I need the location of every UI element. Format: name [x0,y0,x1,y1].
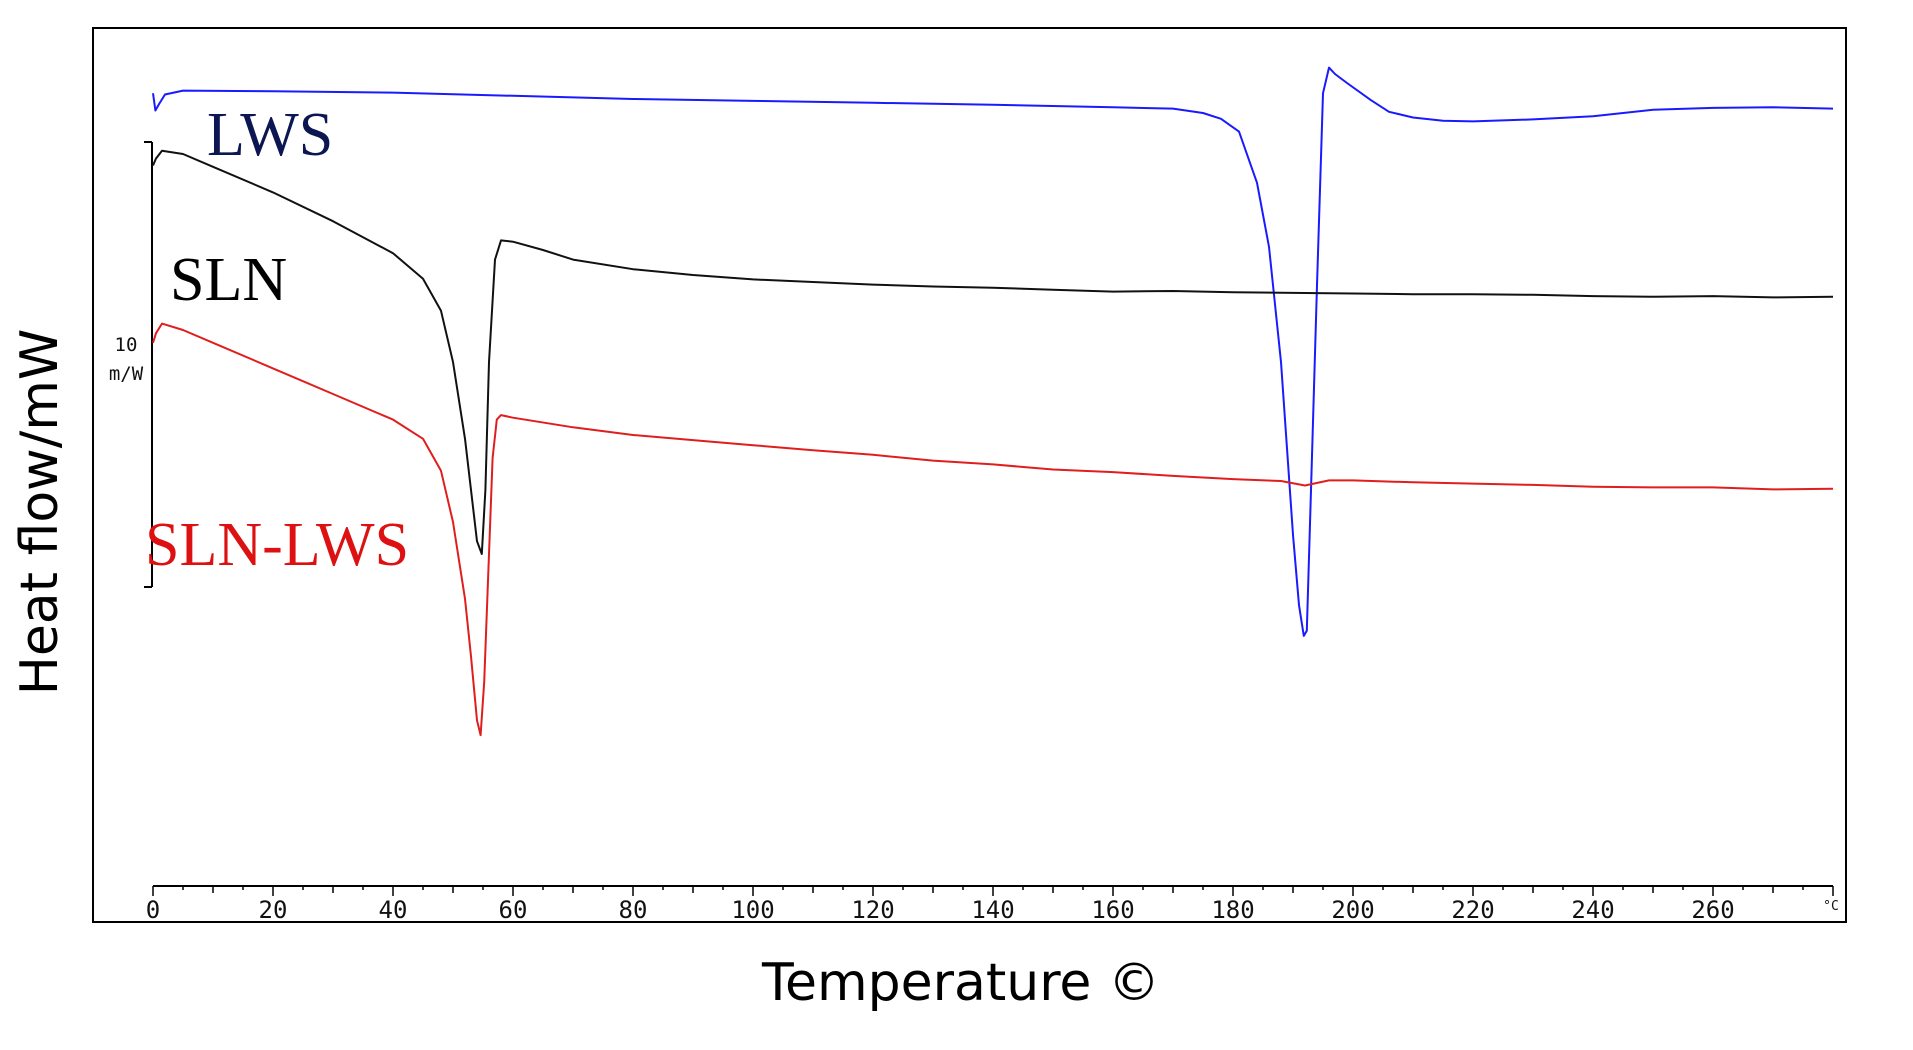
series-line-lws [152,66,1834,637]
plot-frame [92,27,1847,923]
series-layer [152,66,1834,737]
scale-bar-unit: m/W [109,363,144,385]
x-tick-label: 180 [1211,896,1254,924]
scale-bar-value: 10 [115,334,138,356]
x-tick-label: 260 [1691,896,1734,924]
x-tick-label: 20 [259,896,288,924]
y-axis-title: Heat flow/mW [10,329,70,696]
series-label-lws: LWS [207,101,333,169]
x-tick-label: 160 [1091,896,1134,924]
x-tick-label: 240 [1571,896,1614,924]
x-tick-label: 200 [1331,896,1374,924]
x-axis-title: Temperature © [761,953,1160,1013]
series-label-sln-lws: SLN-LWS [145,511,409,579]
x-tick-label: 220 [1451,896,1494,924]
x-tick-label: 120 [851,896,894,924]
x-tick-label: 0 [146,896,160,924]
x-axis: 0 20 40 60 80 100 120 140 160 180 200 220 240 260 °C [146,885,1839,924]
series-line-sln [152,149,1834,555]
x-tick-label: 100 [731,896,774,924]
x-tick-label: 140 [971,896,1014,924]
x-tick-label: 40 [379,896,408,924]
heat-flow-scale-bar: 10 m/W [109,141,153,588]
x-unit-label: °C [1823,899,1839,914]
series-label-sln: SLN [170,246,287,314]
series-line-sln-lws [152,322,1834,737]
series-labels: LWS SLN SLN-LWS [145,101,409,579]
x-tick-label: 80 [619,896,648,924]
x-tick-label: 60 [499,896,528,924]
